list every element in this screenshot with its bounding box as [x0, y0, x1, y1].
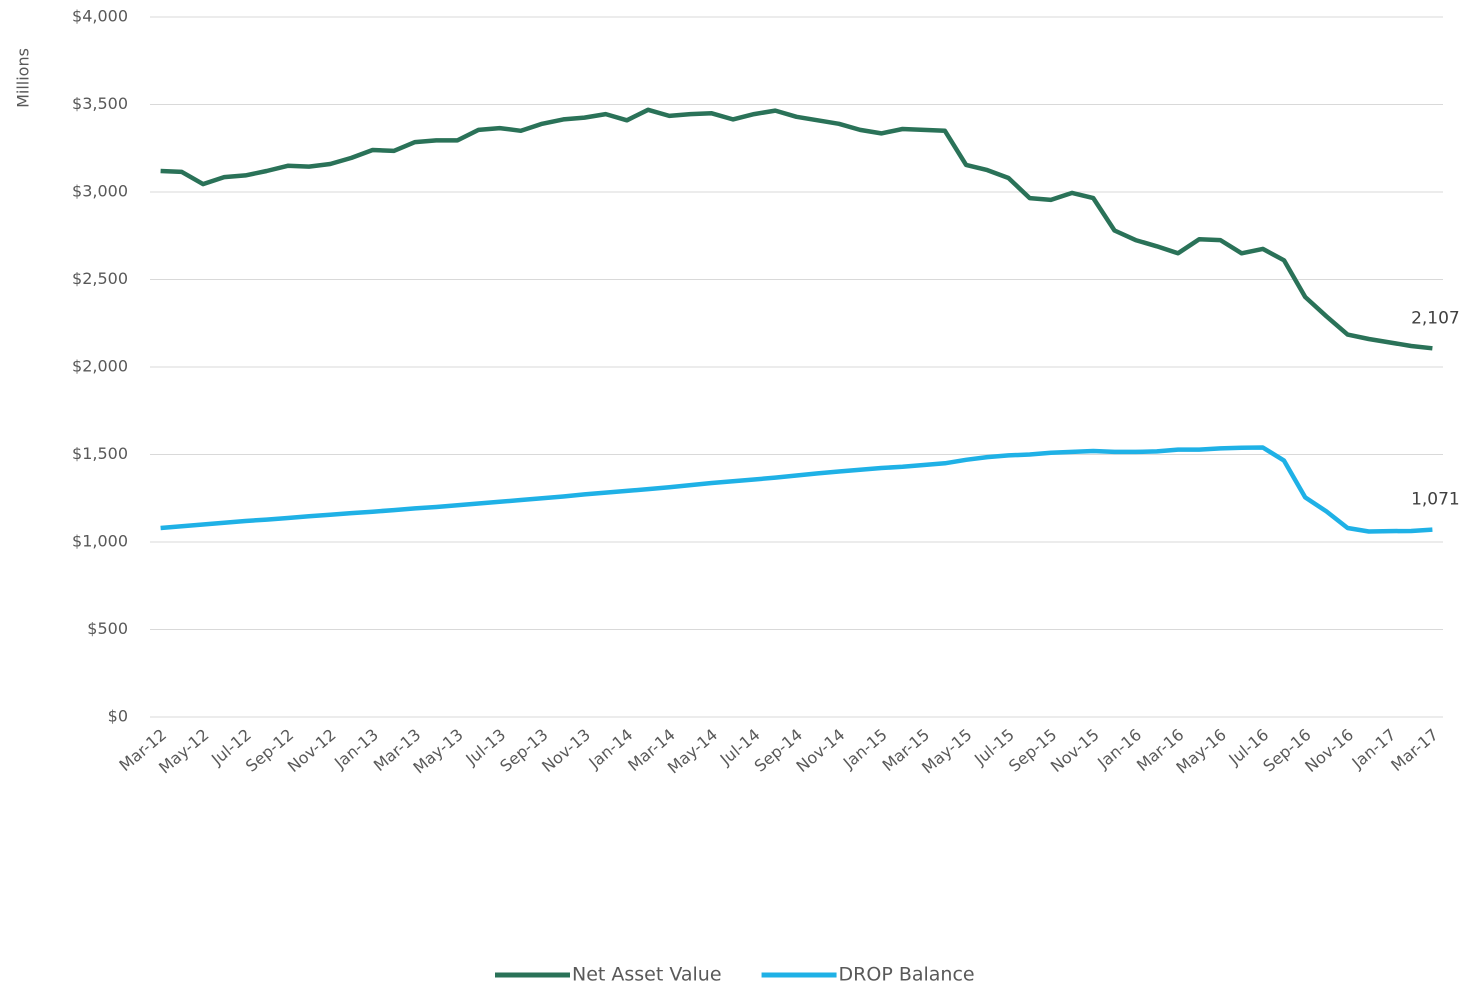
x-tick-label: Nov-14 — [793, 725, 849, 776]
y-tick-label: $2,500 — [72, 269, 128, 288]
x-tick-label: Nov-13 — [538, 725, 594, 776]
y-tick-label: $2,000 — [72, 357, 128, 376]
series-line — [160, 445, 1433, 534]
series-line — [160, 107, 1433, 351]
y-tick-label: $4,000 — [72, 7, 128, 26]
y-tick-label: $0 — [108, 707, 128, 726]
data-label: 2,107 — [1411, 308, 1460, 328]
data-label: 1,071 — [1411, 490, 1460, 510]
y-tick-label: $1,500 — [72, 444, 128, 463]
x-tick-label: Nov-12 — [284, 725, 340, 776]
y-axis-label: Millions — [14, 48, 33, 108]
y-tick-label: $3,500 — [72, 94, 128, 113]
legend-label: DROP Balance — [839, 964, 975, 986]
x-tick-label: Mar-17 — [1387, 725, 1442, 775]
y-tick-label: $500 — [87, 619, 128, 638]
y-tick-label: $1,000 — [72, 532, 128, 551]
x-tick-label: Nov-16 — [1301, 725, 1357, 776]
y-tick-label: $3,000 — [72, 182, 128, 201]
legend-label: Net Asset Value — [572, 964, 722, 986]
x-tick-label: Nov-15 — [1047, 725, 1103, 776]
